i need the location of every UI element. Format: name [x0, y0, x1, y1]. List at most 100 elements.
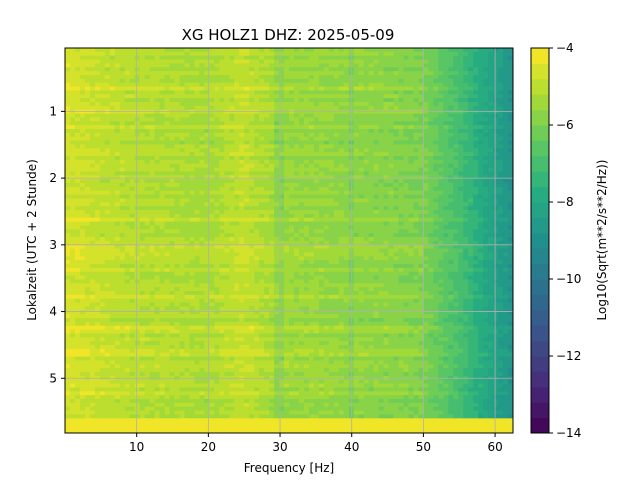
heatmap-cell [408, 132, 415, 138]
heatmap-cell [154, 237, 161, 242]
heatmap-cell [104, 256, 111, 261]
heatmap-cell [383, 159, 390, 165]
heatmap-cell [478, 90, 484, 95]
heatmap-cell [418, 198, 424, 203]
heatmap-cell [254, 213, 260, 219]
heatmap-cell [199, 256, 205, 261]
heatmap-cell [139, 148, 146, 153]
heatmap-cell [144, 59, 151, 65]
heatmap-cell [94, 159, 101, 165]
heatmap-cell [164, 98, 171, 103]
heatmap-cell [109, 117, 116, 122]
heatmap-cell [99, 156, 106, 161]
heatmap-cell [418, 159, 424, 165]
heatmap-cell [84, 248, 91, 254]
heatmap-cell [104, 233, 111, 238]
heatmap-cell [269, 213, 275, 219]
heatmap-cell [438, 113, 444, 119]
heatmap-cell [298, 190, 305, 196]
heatmap-cell [353, 71, 360, 76]
heatmap-cell [284, 260, 290, 265]
heatmap-cell [284, 248, 290, 254]
heatmap-cell [194, 132, 200, 138]
heatmap-cell [279, 86, 285, 92]
heatmap-cell [358, 113, 365, 119]
heatmap-cell [313, 113, 320, 119]
heatmap-cell [249, 217, 255, 223]
heatmap-cell [149, 179, 156, 184]
heatmap-cell [65, 159, 71, 165]
heatmap-cell [114, 186, 121, 192]
heatmap-cell [413, 186, 420, 192]
heatmap-cell [94, 194, 101, 200]
heatmap-cell [483, 82, 489, 88]
heatmap-cell [174, 67, 181, 72]
heatmap-cell [209, 260, 215, 265]
heatmap-cell [358, 186, 365, 192]
heatmap-cell [179, 121, 186, 126]
heatmap-cell [89, 221, 96, 227]
heatmap-cell [503, 59, 509, 65]
heatmap-cell [84, 125, 91, 130]
heatmap-cell [104, 63, 111, 68]
heatmap-cell [508, 256, 513, 261]
heatmap-cell [214, 59, 220, 65]
heatmap-cell [453, 194, 459, 200]
heatmap-cell [254, 252, 260, 257]
heatmap-cell [119, 167, 126, 173]
heatmap-cell [289, 183, 295, 188]
heatmap-cell [99, 132, 106, 138]
heatmap-cell [124, 132, 131, 138]
heatmap-cell [378, 90, 385, 95]
heatmap-cell [139, 140, 146, 146]
heatmap-cell [443, 148, 449, 153]
heatmap-cell [293, 125, 300, 130]
heatmap-cell [398, 163, 405, 169]
heatmap-cell [393, 144, 400, 149]
heatmap-cell [179, 82, 186, 88]
heatmap-cell [378, 175, 385, 180]
heatmap-cell [368, 210, 375, 215]
heatmap-cell [423, 217, 429, 223]
heatmap-cell [413, 190, 420, 196]
heatmap-cell [363, 183, 370, 188]
heatmap-cell [388, 86, 395, 92]
heatmap-cell [234, 113, 240, 119]
heatmap-cell [184, 194, 191, 200]
heatmap-cell [373, 159, 380, 165]
heatmap-cell [448, 132, 454, 138]
heatmap-cell [353, 167, 360, 173]
heatmap-cell [149, 248, 156, 254]
heatmap-cell [378, 136, 385, 142]
heatmap-cell [79, 105, 86, 111]
heatmap-cell [343, 78, 350, 84]
heatmap-cell [308, 171, 315, 176]
heatmap-cell [313, 175, 320, 180]
heatmap-cell [353, 90, 360, 95]
heatmap-cell [313, 190, 320, 196]
heatmap-cell [368, 78, 375, 84]
heatmap-cell [473, 248, 479, 254]
heatmap-cell [104, 129, 111, 134]
heatmap-cell [488, 152, 494, 157]
heatmap-cell [318, 183, 325, 188]
heatmap-cell [483, 55, 489, 61]
heatmap-cell [139, 248, 146, 254]
heatmap-cell [264, 233, 270, 238]
heatmap-cell [114, 140, 121, 146]
heatmap-cell [159, 117, 166, 122]
heatmap-cell [498, 98, 504, 103]
heatmap-cell [209, 117, 215, 122]
heatmap-cell [383, 113, 390, 119]
heatmap-cell [438, 117, 444, 122]
heatmap-cell [448, 140, 454, 146]
heatmap-cell [84, 225, 91, 230]
heatmap-cell [104, 59, 111, 65]
heatmap-cell [488, 194, 494, 200]
heatmap-cell [458, 240, 464, 246]
heatmap-cell [463, 71, 469, 76]
heatmap-cell [139, 63, 146, 68]
heatmap-cell [254, 221, 260, 227]
heatmap-cell [139, 86, 146, 92]
heatmap-cell [318, 248, 325, 254]
